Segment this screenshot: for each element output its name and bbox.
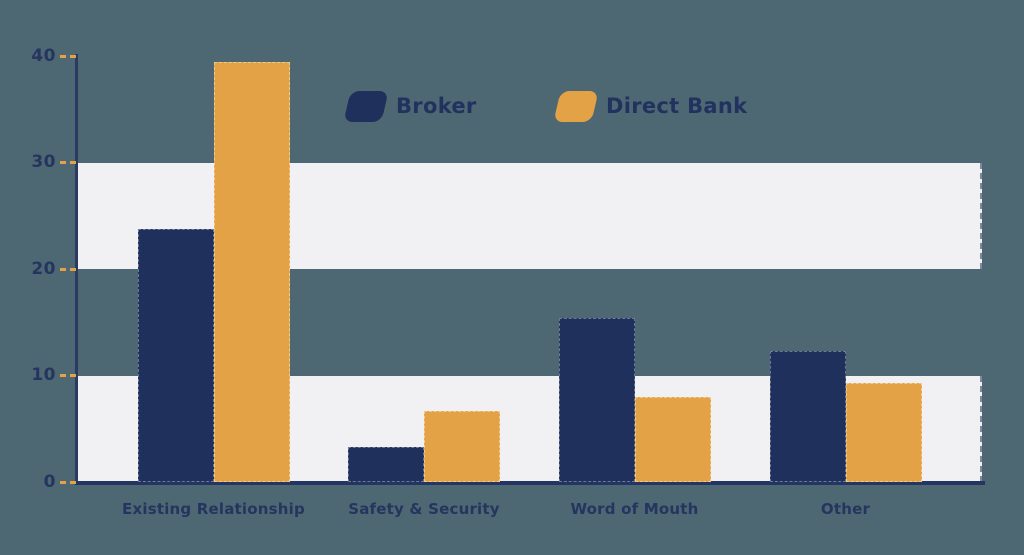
category-label-existing-relationship: Existing Relationship [122, 500, 305, 518]
bar-broker-safety-security [348, 446, 424, 482]
legend-item-broker: Broker [343, 89, 477, 123]
y-tick-dash-0 [60, 480, 76, 484]
bar-direct-bank-safety-security [424, 410, 500, 482]
broker-swatch-icon [343, 90, 389, 122]
bar-broker-existing-relationship [137, 228, 214, 482]
y-tick-dash-40 [60, 54, 76, 58]
bar-direct-bank-word-of-mouth [634, 396, 711, 482]
y-axis-line [75, 54, 78, 485]
bar-broker-word-of-mouth [558, 317, 635, 482]
legend-label-direct-bank: Direct Bank [606, 94, 748, 118]
x-axis-line [75, 481, 985, 485]
category-label-word-of-mouth: Word of Mouth [570, 500, 699, 518]
category-label-other: Other [820, 500, 871, 518]
bar-broker-other [769, 351, 846, 482]
bar-direct-bank-existing-relationship [213, 62, 290, 482]
direct-bank-swatch-icon [553, 90, 599, 122]
category-label-safety-security: Safety & Security [348, 500, 500, 518]
y-tick-dash-20 [60, 267, 76, 271]
y-tick-label-0: 0 [43, 471, 56, 492]
legend-label-broker: Broker [396, 94, 477, 118]
y-tick-label-40: 40 [31, 45, 56, 66]
y-tick-label-30: 30 [31, 152, 56, 172]
y-tick-dash-10 [60, 374, 76, 377]
bar-direct-bank-other [845, 382, 922, 482]
y-tick-label-20: 20 [31, 258, 56, 279]
legend-item-direct-bank: Direct Bank [553, 89, 748, 123]
y-tick-dash-30 [60, 161, 76, 164]
y-tick-label-10: 10 [31, 365, 56, 385]
